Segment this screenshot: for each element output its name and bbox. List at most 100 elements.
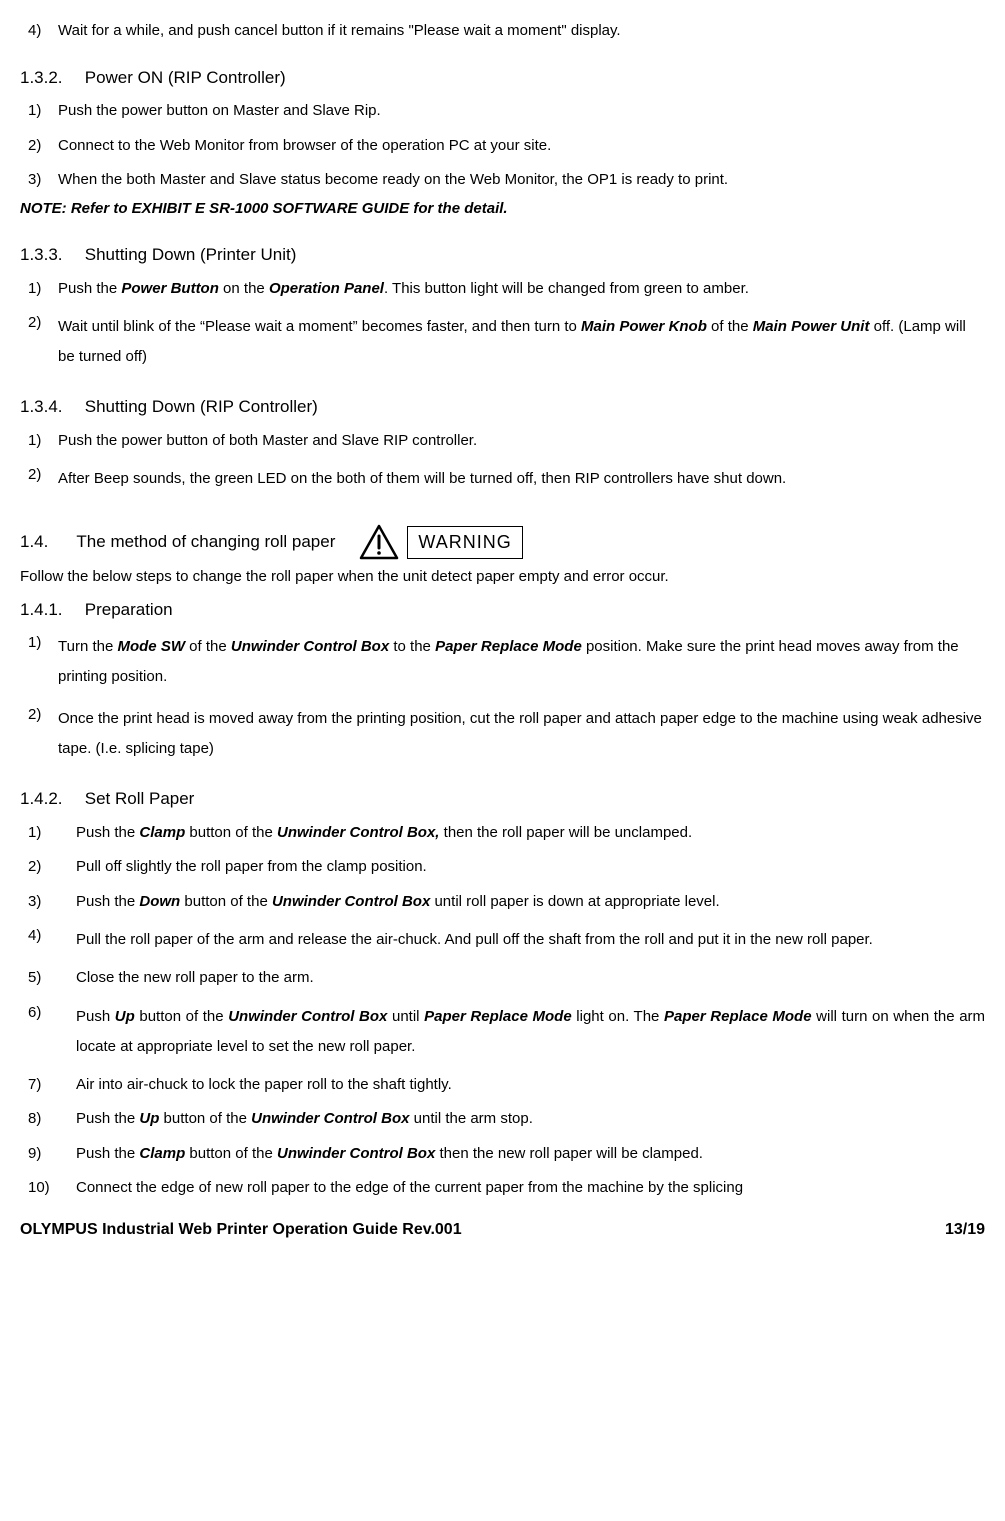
list-marker: 1) xyxy=(28,822,76,845)
list-item: 1) Push the Power Button on the Operatio… xyxy=(20,278,985,301)
list-body: Turn the Mode SW of the Unwinder Control… xyxy=(58,632,985,692)
text: button of the xyxy=(159,1110,251,1127)
text: button of the xyxy=(135,1008,228,1025)
heading-14: 1.4. The method of changing roll paper xyxy=(20,529,335,555)
list-body: Once the print head is moved away from t… xyxy=(58,704,985,764)
heading-num: 1.3.2. xyxy=(20,65,80,91)
list-marker: 1) xyxy=(28,278,58,301)
warning-block: WARNING xyxy=(359,524,522,560)
text: then the new roll paper will be clamped. xyxy=(435,1145,703,1162)
bold-term: Operation Panel xyxy=(269,280,384,297)
heading-title: The method of changing roll paper xyxy=(76,532,335,551)
text: Push the xyxy=(58,280,121,297)
heading-141: 1.4.1. Preparation xyxy=(20,597,985,623)
text: until xyxy=(387,1008,424,1025)
heading-title: Shutting Down (Printer Unit) xyxy=(85,245,297,264)
list-body: Air into air-chuck to lock the paper rol… xyxy=(76,1074,985,1097)
text: Push the xyxy=(76,824,139,841)
list-item: 5) Close the new roll paper to the arm. xyxy=(20,967,985,990)
bold-term: Unwinder Control Box xyxy=(277,1145,435,1162)
list-marker: 7) xyxy=(28,1074,76,1097)
heading-num: 1.3.4. xyxy=(20,394,80,420)
text: then the roll paper will be unclamped. xyxy=(439,824,692,841)
text: . This button light will be changed from… xyxy=(384,280,749,297)
list-marker: 1) xyxy=(28,430,58,453)
list-body: After Beep sounds, the green LED on the … xyxy=(58,464,985,494)
text: until the arm stop. xyxy=(409,1110,532,1127)
list-body: Push the Down button of the Unwinder Con… xyxy=(76,891,985,914)
text: until roll paper is down at appropriate … xyxy=(430,893,719,910)
list-item: 3) Push the Down button of the Unwinder … xyxy=(20,891,985,914)
bold-term: Unwinder Control Box xyxy=(228,1008,387,1025)
text: Push the xyxy=(76,1145,139,1162)
list-body: Push the power button on Master and Slav… xyxy=(58,100,985,123)
bold-term: Main Power Unit xyxy=(753,318,870,335)
list-marker: 3) xyxy=(28,169,58,192)
bold-term: Paper Replace Mode xyxy=(424,1008,572,1025)
list-marker: 6) xyxy=(28,1002,76,1062)
footer-page: 13/19 xyxy=(945,1218,985,1242)
bold-term: Unwinder Control Box, xyxy=(277,824,440,841)
text: Push the xyxy=(76,1110,139,1127)
warning-triangle-icon xyxy=(359,524,399,560)
list-body: Connect the edge of new roll paper to th… xyxy=(76,1177,985,1200)
list-marker: 2) xyxy=(28,135,58,158)
heading-134: 1.3.4. Shutting Down (RIP Controller) xyxy=(20,394,985,420)
list-marker: 1) xyxy=(28,632,58,692)
list-body: Push Up button of the Unwinder Control B… xyxy=(76,1002,985,1062)
heading-num: 1.4. xyxy=(20,529,72,555)
heading-title: Power ON (RIP Controller) xyxy=(85,68,286,87)
bold-term: Down xyxy=(139,893,180,910)
heading-133: 1.3.3. Shutting Down (Printer Unit) xyxy=(20,242,985,268)
text: of the xyxy=(707,318,753,335)
list-item: 1) Push the power button of both Master … xyxy=(20,430,985,453)
list-item: 2) Wait until blink of the “Please wait … xyxy=(20,312,985,372)
heading-title: Shutting Down (RIP Controller) xyxy=(85,397,318,416)
heading-num: 1.4.1. xyxy=(20,597,80,623)
bold-term: Up xyxy=(139,1110,159,1127)
bold-term: Unwinder Control Box xyxy=(231,638,389,655)
list-body: When the both Master and Slave status be… xyxy=(58,169,985,192)
list-body: Pull off slightly the roll paper from th… xyxy=(76,856,985,879)
list-marker: 10) xyxy=(28,1177,76,1200)
bold-term: Paper Replace Mode xyxy=(435,638,582,655)
text: Push xyxy=(76,1008,115,1025)
list-body: Push the Clamp button of the Unwinder Co… xyxy=(76,1143,985,1166)
list-body: Connect to the Web Monitor from browser … xyxy=(58,135,985,158)
list-marker: 2) xyxy=(28,312,58,372)
heading-num: 1.4.2. xyxy=(20,786,80,812)
note-132: NOTE: Refer to EXHIBIT E SR-1000 SOFTWAR… xyxy=(20,198,985,221)
list-body: Wait for a while, and push cancel button… xyxy=(58,20,985,43)
text: button of the xyxy=(185,824,277,841)
heading-title: Preparation xyxy=(85,600,173,619)
list-item: 2) After Beep sounds, the green LED on t… xyxy=(20,464,985,494)
bold-term: Mode SW xyxy=(117,638,185,655)
bold-term: Clamp xyxy=(139,1145,185,1162)
bold-term: Paper Replace Mode xyxy=(664,1008,812,1025)
list-body: Wait until blink of the “Please wait a m… xyxy=(58,312,985,372)
list-item: 10) Connect the edge of new roll paper t… xyxy=(20,1177,985,1200)
list-item: 1) Push the power button on Master and S… xyxy=(20,100,985,123)
list-item: 8) Push the Up button of the Unwinder Co… xyxy=(20,1108,985,1131)
list-body: Close the new roll paper to the arm. xyxy=(76,967,985,990)
list-body: Push the power button of both Master and… xyxy=(58,430,985,453)
bold-term: Power Button xyxy=(121,280,219,297)
text: of the xyxy=(185,638,231,655)
list-marker: 4) xyxy=(28,20,58,43)
bold-term: Unwinder Control Box xyxy=(272,893,430,910)
heading-142: 1.4.2. Set Roll Paper xyxy=(20,786,985,812)
list-marker: 1) xyxy=(28,100,58,123)
list-marker: 4) xyxy=(28,925,76,955)
list-marker: 2) xyxy=(28,856,76,879)
bold-term: Unwinder Control Box xyxy=(251,1110,409,1127)
footer-title: OLYMPUS Industrial Web Printer Operation… xyxy=(20,1218,462,1242)
list-item: 1) Push the Clamp button of the Unwinder… xyxy=(20,822,985,845)
text: on the xyxy=(219,280,269,297)
bold-term: Main Power Knob xyxy=(581,318,707,335)
list-item: 3) When the both Master and Slave status… xyxy=(20,169,985,192)
text: to the xyxy=(389,638,435,655)
list-item: 2) Pull off slightly the roll paper from… xyxy=(20,856,985,879)
list-marker: 9) xyxy=(28,1143,76,1166)
list-item: 4) Pull the roll paper of the arm and re… xyxy=(20,925,985,955)
list-item: 7) Air into air-chuck to lock the paper … xyxy=(20,1074,985,1097)
